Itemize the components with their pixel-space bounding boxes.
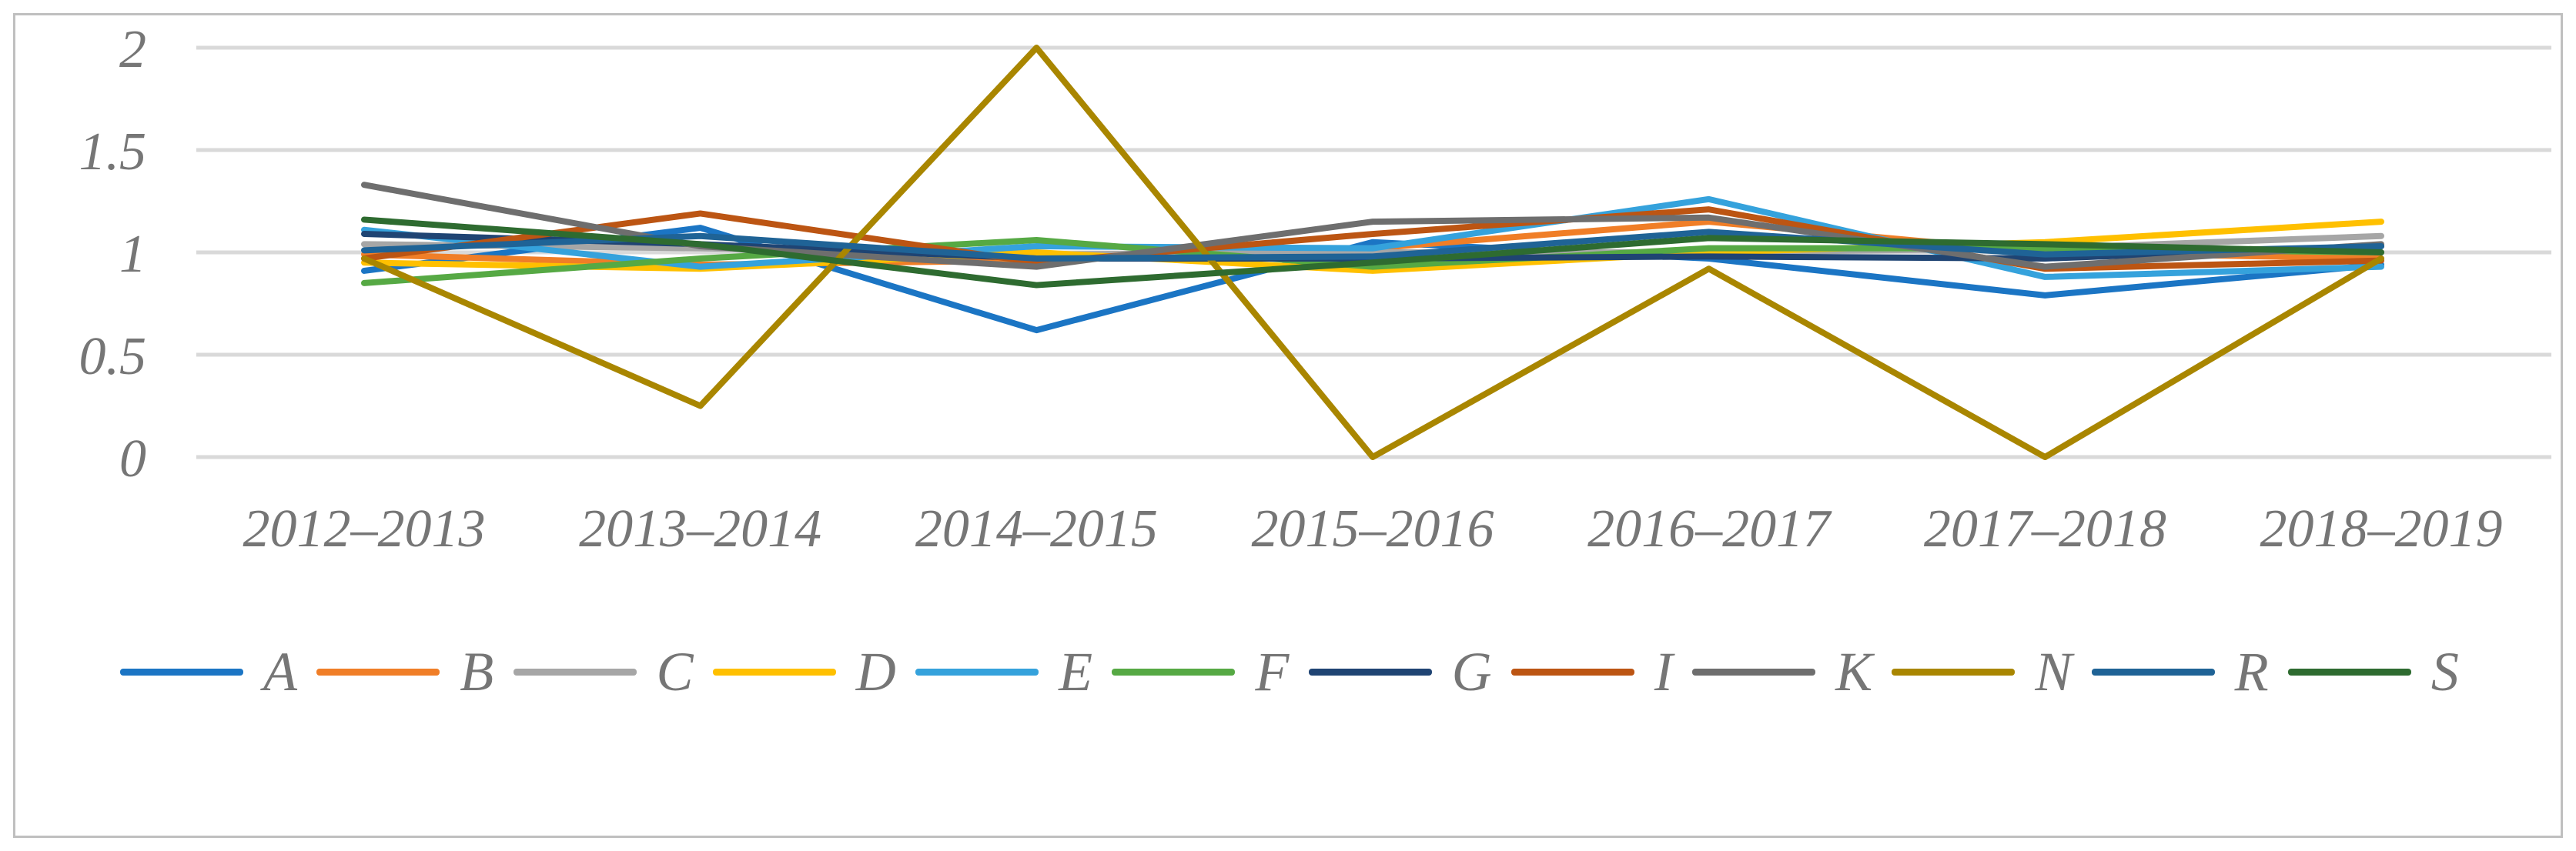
y-tick-label-1: 1 <box>119 225 146 284</box>
legend-swatch-S <box>2287 668 2411 676</box>
legend-swatch-C <box>513 668 637 676</box>
legend-label-I: I <box>1654 641 1673 702</box>
legend-item-B: B <box>316 644 493 699</box>
x-tick-label-2: 2014–2015 <box>915 499 1158 559</box>
legend-item-G: G <box>1308 641 1492 702</box>
series-line-A <box>361 225 2384 334</box>
legend-item-D: D <box>712 641 896 702</box>
legend-swatch-A <box>120 668 243 676</box>
legend-item-C: C <box>513 641 694 702</box>
legend-item-S: S <box>2287 641 2459 702</box>
legend-label-B: B <box>460 641 494 702</box>
legend-item-A: A <box>120 644 297 699</box>
legend-item-R: R <box>2091 641 2269 702</box>
legend-item-E: E <box>915 644 1092 699</box>
x-tick-label-3: 2015–2016 <box>1252 499 1494 559</box>
legend-label-R: R <box>2234 641 2269 702</box>
series-line-E <box>361 195 2384 280</box>
legend-swatch-K <box>1692 668 1816 676</box>
series-line-R <box>361 229 2384 262</box>
legend-swatch-G <box>1308 668 1432 676</box>
legend-label-K: K <box>1835 641 1873 702</box>
legend-swatch-B <box>316 668 440 676</box>
x-tick-label-0: 2012–2013 <box>243 499 486 559</box>
x-tick-label-1: 2013–2014 <box>579 499 821 559</box>
x-tick-label-6: 2018–2019 <box>2260 499 2503 559</box>
y-tick-label-0: 0 <box>119 429 146 489</box>
legend-item-I: I <box>1510 641 1673 702</box>
legend-label-A: A <box>263 641 297 702</box>
legend-swatch-D <box>712 668 836 676</box>
legend-label-G: G <box>1451 641 1492 702</box>
y-tick-label-0.5: 0.5 <box>79 327 147 386</box>
y-axis-tick-labels: 0 0.5 1 1.5 2 <box>79 20 147 489</box>
series-line-N <box>361 45 2384 460</box>
legend-swatch-N <box>1892 668 2016 676</box>
legend-label-C: C <box>656 641 694 702</box>
legend-label-E: E <box>1059 641 1093 702</box>
y-tick-label-1.5: 1.5 <box>79 122 147 182</box>
x-tick-label-5: 2017–2018 <box>1924 499 2166 559</box>
legend-item-K: K <box>1692 644 1872 699</box>
series-line-F <box>361 237 2384 286</box>
legend-swatch-R <box>2091 668 2215 676</box>
legend-item-F: F <box>1112 644 1289 699</box>
legend-swatch-I <box>1510 668 1634 676</box>
x-tick-label-4: 2016–2017 <box>1587 499 1832 559</box>
series-lines <box>361 45 2384 460</box>
y-tick-label-2: 2 <box>119 20 146 79</box>
legend-swatch-F <box>1112 668 1236 676</box>
legend-label-F: F <box>1255 641 1290 702</box>
legend-swatch-E <box>915 668 1039 676</box>
series-line-S <box>361 216 2384 289</box>
legend-item-N: N <box>1892 644 2072 699</box>
legend-label-S: S <box>2430 641 2459 702</box>
legend-label-D: D <box>855 641 896 702</box>
x-axis-category-labels: 2012–2013 2013–2014 2014–2015 2015–2016 2016… <box>243 499 2503 559</box>
legend-label-N: N <box>2035 641 2073 702</box>
